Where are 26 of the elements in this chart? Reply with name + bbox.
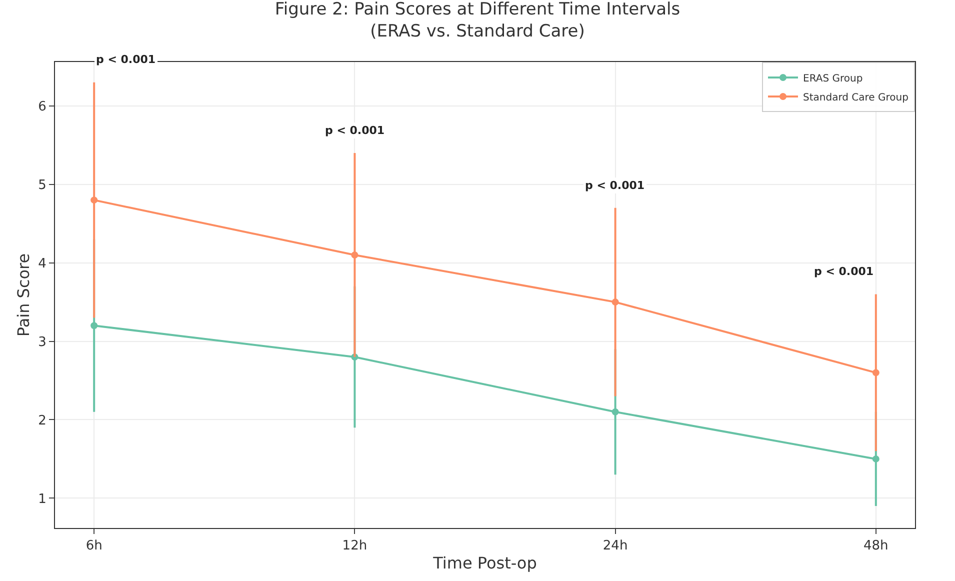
legend-label: ERAS Group xyxy=(803,73,863,84)
x-tick-label: 12h xyxy=(342,538,368,554)
annotation: p < 0.001 xyxy=(814,265,874,278)
point xyxy=(90,322,98,330)
y-tick-label: 6 xyxy=(38,99,46,114)
y-tick-label: 1 xyxy=(38,492,46,507)
x-tick-label: 6h xyxy=(86,538,102,554)
y-tick-label: 2 xyxy=(38,413,46,428)
x-tick-label: 48h xyxy=(864,538,888,554)
point xyxy=(612,298,619,306)
y-axis-title: Pain Score xyxy=(14,253,34,337)
point xyxy=(90,196,98,204)
y-tick-label: 5 xyxy=(38,178,46,193)
legend-label: Standard Care Group xyxy=(803,92,908,104)
annotation: p < 0.001 xyxy=(325,124,385,137)
point xyxy=(872,369,880,376)
point xyxy=(612,408,619,416)
x-tick-label: 24h xyxy=(602,538,628,554)
x-axis-title: Time Post-op xyxy=(432,553,537,572)
point xyxy=(872,455,880,462)
point xyxy=(351,251,358,258)
annotation: p < 0.001 xyxy=(96,53,156,66)
chart-title: Figure 2: Pain Scores at Different Time Intervals (ERAS vs. Standard Care) xyxy=(274,0,680,42)
y-tick-label: 3 xyxy=(38,334,46,350)
y-tick-label: 4 xyxy=(38,256,46,272)
annotation: p < 0.001 xyxy=(585,179,645,192)
